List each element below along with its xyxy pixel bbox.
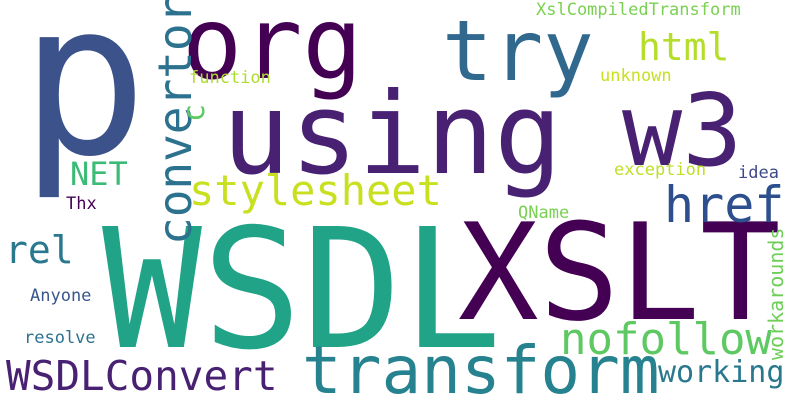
word-rel: rel xyxy=(5,231,74,269)
word-thx: Thx xyxy=(66,196,97,213)
word-workarounds: workarounds xyxy=(766,228,786,360)
word-resolve: resolve xyxy=(24,330,96,347)
word-qname: QName xyxy=(518,205,569,222)
word-anyone: Anyone xyxy=(30,288,91,305)
word-working: working xyxy=(658,358,784,388)
word-exception: exception xyxy=(614,162,706,179)
word-html: html xyxy=(638,28,730,66)
word-convertor: convertor xyxy=(152,0,198,245)
word-href: href xyxy=(664,180,784,230)
word-wsdlconvert: WSDLConvert xyxy=(6,356,278,397)
word-net: NET xyxy=(70,158,128,190)
word-stylesheet: stylesheet xyxy=(189,170,442,212)
word-c: c xyxy=(180,104,210,122)
word-unknown: unknown xyxy=(600,68,672,85)
word-xslcompiledtransform: XslCompiledTransform xyxy=(536,2,741,19)
word-idea: idea xyxy=(738,165,779,182)
